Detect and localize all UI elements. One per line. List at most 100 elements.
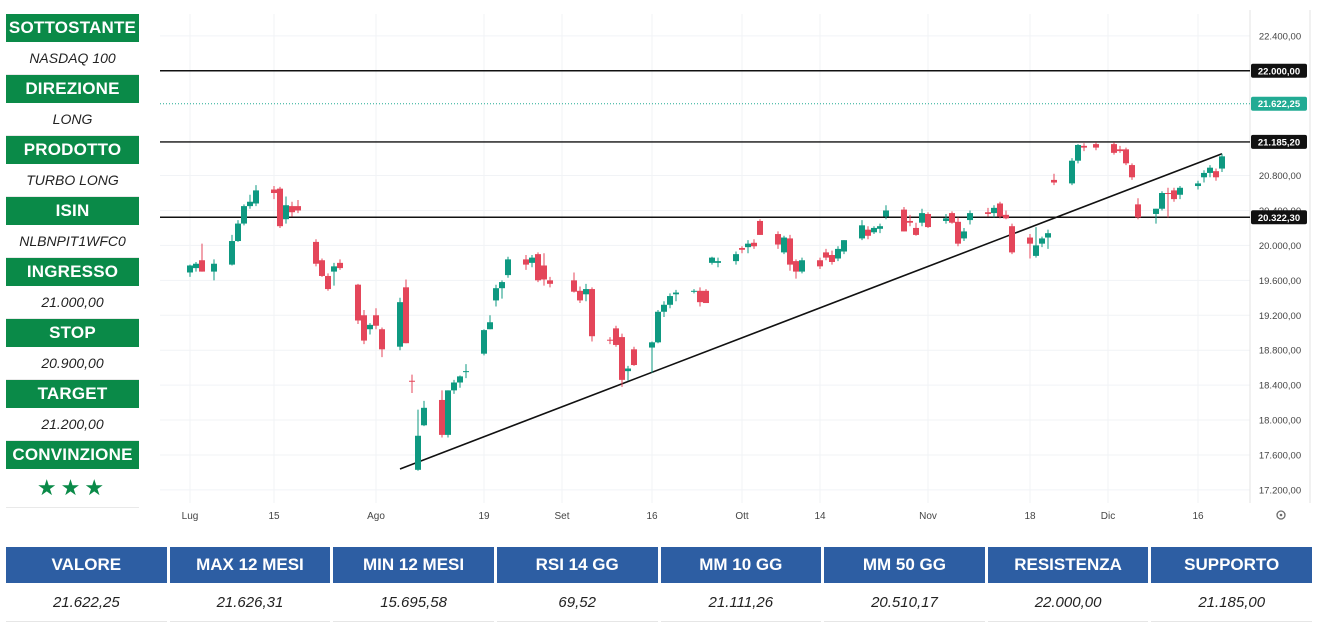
price-label: 21.622,25 [1258,99,1301,110]
candle-body [619,337,625,380]
candle [745,240,751,254]
stats-header: MM 50 GG [824,547,985,583]
candle [925,212,931,228]
candle [235,220,241,242]
candle-body [445,390,451,435]
candle [1135,198,1141,220]
y-tick-label: 19.600,00 [1259,276,1301,287]
candle [883,205,889,220]
candle-body [793,261,799,272]
candle [655,310,661,344]
candle-body [865,229,871,236]
candle [625,365,631,381]
candle-body [673,292,679,295]
candle [1003,210,1009,220]
conviction-stars: ★★★ [6,469,139,508]
candle-body [463,371,469,373]
candle [577,286,583,304]
candle [841,240,847,255]
candle [697,287,703,307]
candle-body [1153,208,1159,214]
candle [823,248,829,261]
candle-body [193,263,199,269]
candle-body [1039,238,1045,244]
candle [187,264,193,277]
candle [1081,143,1087,152]
candle-body [439,399,445,435]
x-tick-label: Ott [735,511,749,522]
candle [691,289,697,294]
x-tick-label: 14 [814,511,826,522]
candle [397,297,403,351]
candle-body [607,339,613,341]
candle-body [799,260,805,272]
candle-body [877,226,883,229]
candle [859,220,865,241]
candle-body [199,260,205,272]
candle [733,251,739,265]
x-tick-label: Lug [182,511,199,522]
candle [247,194,253,209]
chart-settings-icon[interactable] [1276,510,1286,520]
candle [331,262,337,286]
x-tick-label: 15 [268,511,280,522]
candle [241,204,247,226]
candle [757,219,763,235]
candle-body [415,435,421,470]
candle [193,261,199,272]
candle-body [211,263,217,272]
candle [649,341,655,373]
candle-body [1009,226,1015,253]
x-tick-label: Dic [1101,511,1115,522]
candle-body [313,241,319,264]
candle [253,185,259,207]
candle [571,272,577,293]
candle [1069,158,1075,186]
candle-body [397,302,403,347]
candle-body [499,282,505,289]
x-tick-label: Nov [919,511,937,522]
info-value: LONG [6,103,139,136]
candle-body [919,213,925,223]
price-label: 20.322,30 [1258,213,1300,224]
candle [1033,227,1039,258]
candle-body [1093,144,1099,148]
price-label-box [1251,96,1307,111]
candle-body [1045,233,1051,238]
candle-body [529,257,535,263]
candle [817,257,823,269]
candle [1207,165,1213,178]
candle-body [535,254,541,281]
stats-header: RESISTENZA [987,547,1149,583]
candle [211,259,217,281]
candle [487,315,493,330]
info-value: 21.000,00 [6,286,139,319]
candle-body [967,213,973,221]
candle [547,276,553,288]
candle-body [997,203,1003,217]
candle [1129,163,1135,180]
candle-body [655,311,661,343]
candle-body [883,210,889,217]
candle-body [649,342,655,348]
candle [499,280,505,299]
candle [709,256,715,265]
y-tick-label: 17.200,00 [1259,485,1301,496]
candle-body [961,231,967,239]
candle-body [1201,172,1207,178]
candle-body [667,296,673,305]
candle-body [1213,171,1219,178]
candle [1111,142,1117,155]
candle-body [697,290,703,303]
info-label: DIREZIONE [6,75,139,103]
info-value: 20.900,00 [6,347,139,380]
candle [451,379,457,394]
y-tick-label: 22.400,00 [1259,31,1301,42]
candle [829,250,835,265]
candle-body [907,220,913,223]
info-value: TURBO LONG [6,164,139,197]
info-label: CONVINZIONE [6,441,139,469]
stats-value: 20.510,17 [824,583,985,622]
y-tick-label: 18.000,00 [1259,416,1301,427]
candle-body [1195,183,1201,187]
